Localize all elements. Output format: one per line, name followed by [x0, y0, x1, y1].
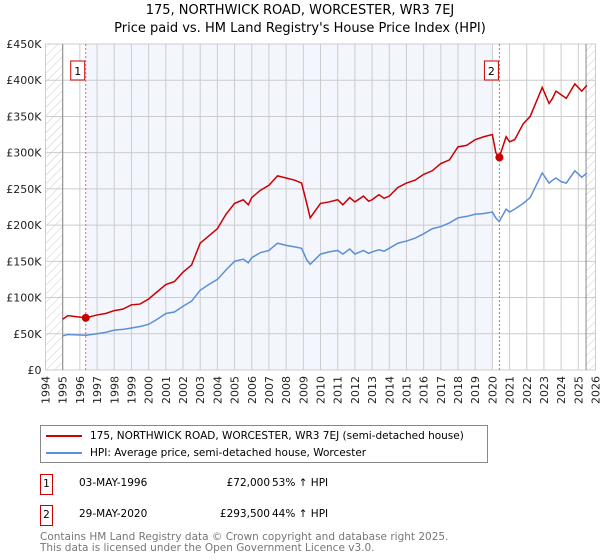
- y-tick-label: £300K: [6, 147, 42, 160]
- x-tick-label: 1995: [57, 376, 70, 404]
- x-tick-label: 2013: [366, 376, 379, 404]
- sale-point: [81, 313, 90, 322]
- x-tick-label: 2021: [504, 376, 517, 404]
- y-tick-label: £350K: [6, 110, 42, 123]
- blue-line-swatch: [46, 452, 82, 454]
- x-tick-label: 2018: [452, 376, 465, 404]
- y-tick-label: £150K: [6, 255, 42, 268]
- x-tick-label: 2009: [297, 376, 310, 404]
- x-tick-label: 2010: [315, 376, 328, 404]
- x-tick-label: 2011: [332, 376, 345, 404]
- footer-licence: This data is licensed under the Open Gov…: [40, 542, 375, 554]
- no-data-hatch-right: [586, 44, 596, 370]
- x-tick-label: 2016: [418, 376, 431, 404]
- hpi-line: [62, 169, 588, 337]
- x-tick-label: 2000: [143, 376, 156, 404]
- x-tick-label: 2015: [400, 376, 413, 404]
- red-line-swatch: [46, 435, 82, 437]
- x-tick-label: 2008: [280, 376, 293, 404]
- x-tick-label: 2025: [572, 376, 585, 404]
- legend: 175, NORTHWICK ROAD, WORCESTER, WR3 7EJ …: [40, 425, 488, 463]
- x-tick-label: 2002: [177, 376, 190, 404]
- sale-hpi: 53% ↑ HPI: [272, 477, 329, 489]
- legend-item-property: 175, NORTHWICK ROAD, WORCESTER, WR3 7EJ …: [41, 428, 464, 444]
- x-tick-label: 2007: [263, 376, 276, 404]
- footer-copyright: Contains HM Land Registry data © Crown c…: [40, 531, 449, 543]
- sale-point: [495, 153, 504, 162]
- y-tick-label: £250K: [6, 183, 42, 196]
- sale-date: 29-MAY-2020: [79, 508, 148, 520]
- sale-badge: 2: [40, 505, 53, 526]
- sale-label-box: [70, 60, 86, 81]
- x-tick-label: 2014: [383, 376, 396, 404]
- x-tick-label: 2026: [590, 376, 600, 404]
- y-tick-label: £0: [28, 364, 42, 377]
- sale-date: 03-MAY-1996: [79, 477, 148, 489]
- x-tick-label: 2020: [486, 376, 499, 404]
- ownership-shading: [85, 44, 493, 370]
- no-data-hatch-left: [45, 44, 63, 370]
- x-tick-label: 2004: [211, 376, 224, 404]
- x-tick-label: 2017: [435, 376, 448, 404]
- y-tick-label: £50K: [13, 328, 42, 341]
- sale-label: 1: [74, 65, 81, 78]
- sale-price: £72,000: [226, 477, 270, 489]
- y-tick-label: £200K: [6, 219, 42, 232]
- x-tick-label: 2001: [160, 376, 173, 404]
- x-tick-label: 1997: [91, 376, 104, 404]
- property-price-line: [62, 82, 588, 320]
- x-tick-label: 1998: [108, 376, 121, 404]
- x-tick-label: 1994: [40, 376, 53, 404]
- sale-label-box: [483, 60, 499, 81]
- y-tick-label: £400K: [6, 74, 42, 87]
- x-tick-label: 2019: [469, 376, 482, 404]
- sale-hpi: 44% ↑ HPI: [272, 508, 329, 520]
- x-tick-label: 2006: [246, 376, 259, 404]
- x-tick-label: 2024: [555, 376, 568, 404]
- chart-subtitle: Price paid vs. HM Land Registry's House …: [114, 21, 486, 36]
- legend-label: HPI: Average price, semi-detached house,…: [90, 447, 367, 459]
- x-tick-label: 2022: [521, 376, 534, 404]
- x-tick-label: 2003: [194, 376, 207, 404]
- x-tick-label: 1996: [74, 376, 87, 404]
- x-tick-label: 2005: [229, 376, 242, 404]
- sale-badge: 1: [40, 474, 53, 495]
- price-chart: 1994 1995 1996 1997 1998 1999 2000 2001 2002 2003…: [6, 38, 600, 404]
- x-tick-label: 2023: [538, 376, 551, 404]
- x-tick-label: 2012: [349, 376, 362, 404]
- x-tick-label: 1999: [125, 376, 138, 404]
- y-tick-label: £100K: [6, 292, 42, 305]
- legend-label: 175, NORTHWICK ROAD, WORCESTER, WR3 7EJ …: [90, 430, 464, 442]
- legend-item-hpi: HPI: Average price, semi-detached house,…: [41, 445, 366, 461]
- sale-price: £293,500: [219, 508, 270, 520]
- sale-label: 2: [488, 65, 495, 78]
- chart-title: 175, NORTHWICK ROAD, WORCESTER, WR3 7EJ: [145, 3, 455, 18]
- y-tick-label: £450K: [6, 38, 42, 51]
